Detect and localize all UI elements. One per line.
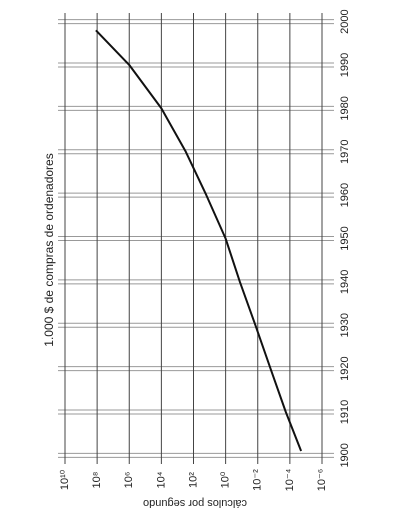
x-tick-label: 1980: [339, 96, 351, 120]
y-tick-label: 10¹⁰: [59, 469, 71, 490]
x-tick-label: 1960: [339, 183, 351, 207]
x-tick-label: 2000: [339, 9, 351, 33]
line: [95, 29, 303, 452]
y-tick-label: 10⁶: [123, 472, 135, 489]
chart-title: 1.000 $ de compras de ordenadores: [42, 153, 56, 346]
y-tick-label: 10⁻⁴: [284, 468, 296, 491]
x-tick-label: 1950: [339, 226, 351, 250]
x-tick-label: 1990: [339, 53, 351, 77]
y-tick-label: 10⁰: [220, 471, 232, 488]
y-tick-label: 10²: [187, 472, 199, 488]
x-tick-label: 1920: [339, 356, 351, 380]
x-tick-label: 1970: [339, 140, 351, 164]
axis-label: cálculos por segundo: [143, 497, 247, 509]
x-tick-label: 1940: [339, 270, 351, 294]
y-tick-label: 10⁻⁶: [316, 469, 328, 492]
x-tick-label: 1910: [339, 400, 351, 424]
y-tick-label: 10⁴: [155, 471, 167, 488]
x-tick-label: 1900: [339, 443, 351, 467]
x-tick-label: 1930: [339, 313, 351, 337]
y-tick-label: 10⁻²: [252, 469, 264, 491]
y-tick-label: 10⁸: [91, 472, 103, 489]
